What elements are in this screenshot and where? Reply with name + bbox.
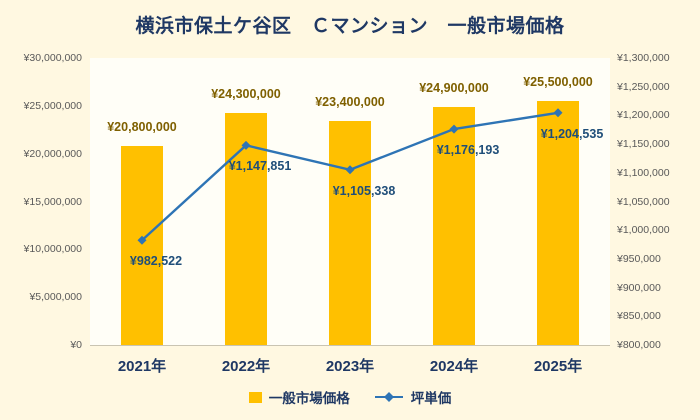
left-axis-tick: ¥20,000,000 — [23, 147, 82, 160]
right-axis-tick: ¥1,200,000 — [617, 109, 670, 122]
x-axis-line — [90, 345, 610, 346]
legend-item-market-price: 一般市場価格 — [248, 387, 350, 407]
left-axis-tick: ¥0 — [70, 339, 82, 351]
x-axis-label: 2023年 — [325, 358, 375, 375]
line-series-swatch-icon — [374, 392, 403, 402]
right-axis-tick: ¥800,000 — [617, 339, 661, 351]
bar-value-label: ¥20,800,000 — [107, 120, 177, 134]
legend-label-tsubo-price: 坪単価 — [410, 391, 452, 406]
right-axis-tick: ¥950,000 — [617, 252, 661, 265]
left-axis-tick: ¥15,000,000 — [23, 195, 82, 208]
right-axis-tick: ¥900,000 — [617, 281, 661, 294]
left-axis-tick: ¥10,000,000 — [23, 243, 82, 256]
legend: 一般市場価格 坪単価 — [0, 387, 700, 407]
right-axis-tick: ¥1,100,000 — [617, 166, 670, 179]
line-value-label: ¥1,176,193 — [436, 143, 500, 158]
bar-value-label: ¥23,400,000 — [315, 95, 385, 110]
line-value-label: ¥1,105,338 — [332, 183, 396, 198]
right-axis-tick: ¥1,050,000 — [617, 195, 670, 208]
left-axis-tick: ¥5,000,000 — [29, 291, 82, 304]
left-axis-tick: ¥30,000,000 — [23, 52, 82, 64]
x-axis-label: 2022年 — [221, 358, 271, 375]
line-value-label: ¥1,204,535 — [540, 126, 604, 141]
x-axis-label: 2021年 — [117, 358, 167, 375]
bar-2023年 — [329, 121, 371, 345]
line-value-label: ¥1,147,851 — [228, 159, 292, 174]
right-axis-tick: ¥1,250,000 — [617, 80, 670, 93]
chart-title: 横浜市保土ケ谷区 Ｃマンション 一般市場価格 — [135, 16, 565, 37]
bar-value-label: ¥25,500,000 — [523, 75, 593, 90]
x-axis-label: 2024年 — [429, 358, 479, 375]
bar-2021年 — [121, 146, 163, 345]
right-axis-tick: ¥1,150,000 — [617, 138, 670, 151]
left-axis-tick: ¥25,000,000 — [23, 99, 82, 112]
bar-series-swatch-icon — [248, 391, 262, 403]
bar-2022年 — [225, 112, 267, 345]
bar-value-label: ¥24,900,000 — [419, 80, 489, 95]
right-axis-tick: ¥1,300,000 — [617, 52, 670, 64]
x-axis-label: 2025年 — [533, 358, 583, 375]
right-axis-tick: ¥850,000 — [617, 310, 661, 323]
line-value-label: ¥982,522 — [129, 254, 183, 269]
bar-value-label: ¥24,300,000 — [211, 86, 281, 101]
legend-item-tsubo-price: 坪単価 — [374, 387, 452, 407]
right-axis-tick: ¥1,000,000 — [617, 224, 670, 237]
legend-label-market-price: 一般市場価格 — [268, 391, 350, 406]
